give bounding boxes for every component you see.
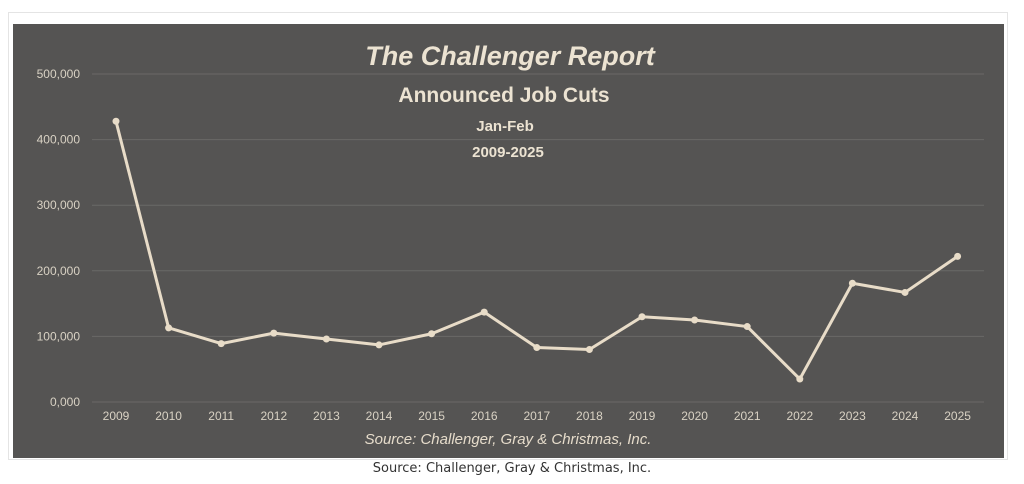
series-job-cuts bbox=[112, 117, 962, 383]
data-point-2009 bbox=[112, 117, 120, 125]
y-tick-label: 200,000 bbox=[37, 264, 81, 278]
x-tick-label: 2014 bbox=[366, 409, 393, 423]
data-point-2023 bbox=[848, 279, 856, 287]
y-axis-ticks: 0,000 100,000 200,000 300,000 400,000 500,000 bbox=[37, 67, 81, 409]
x-tick-label: 2017 bbox=[523, 409, 550, 423]
chart-panel: 0,000 100,000 200,000 300,000 400,000 500,000… bbox=[13, 24, 1004, 458]
x-tick-label: 2024 bbox=[892, 409, 919, 423]
x-tick-label: 2020 bbox=[681, 409, 708, 423]
data-point-2010 bbox=[165, 324, 173, 332]
x-tick-label: 2011 bbox=[208, 409, 234, 423]
data-point-2024 bbox=[901, 288, 909, 296]
data-point-2016 bbox=[480, 308, 488, 316]
caption-source: Source: Challenger, Gray & Christmas, In… bbox=[372, 461, 652, 476]
x-tick-label: 2019 bbox=[629, 409, 656, 423]
x-tick-label: 2010 bbox=[155, 409, 182, 423]
data-point-2022 bbox=[796, 375, 804, 383]
data-point-2013 bbox=[322, 335, 330, 343]
chart-year-range: 2009-2025 bbox=[472, 144, 544, 161]
x-tick-label: 2015 bbox=[418, 409, 445, 423]
x-axis-ticks: 2009 2010 2011 2012 2013 2014 2015 2016 2017 2018… bbox=[103, 409, 972, 423]
gridlines bbox=[92, 73, 984, 403]
chart-title: The Challenger Report bbox=[365, 41, 656, 71]
data-point-2012 bbox=[270, 329, 278, 337]
data-point-2017 bbox=[533, 344, 541, 352]
x-tick-label: 2016 bbox=[471, 409, 498, 423]
data-point-2019 bbox=[638, 313, 646, 321]
data-point-2020 bbox=[691, 316, 699, 324]
x-tick-label: 2022 bbox=[786, 409, 813, 423]
y-tick-label: 0,000 bbox=[50, 395, 80, 409]
x-tick-label: 2021 bbox=[734, 409, 761, 423]
x-tick-label: 2009 bbox=[103, 409, 130, 423]
line-chart: 0,000 100,000 200,000 300,000 400,000 500,000… bbox=[37, 41, 984, 448]
data-point-2011 bbox=[217, 340, 225, 348]
data-point-2014 bbox=[375, 341, 383, 349]
chart-source-note: Source: Challenger, Gray & Christmas, In… bbox=[365, 431, 652, 448]
x-tick-label: 2018 bbox=[576, 409, 603, 423]
data-point-2015 bbox=[428, 330, 436, 338]
x-tick-label: 2025 bbox=[944, 409, 971, 423]
data-point-2021 bbox=[743, 323, 751, 331]
chart-period: Jan-Feb bbox=[476, 118, 534, 135]
x-tick-label: 2013 bbox=[313, 409, 340, 423]
y-tick-label: 100,000 bbox=[37, 329, 81, 343]
y-tick-label: 300,000 bbox=[37, 198, 81, 212]
data-point-2018 bbox=[585, 346, 593, 354]
y-tick-label: 400,000 bbox=[37, 133, 81, 147]
data-point-2025 bbox=[954, 252, 962, 260]
x-tick-label: 2023 bbox=[839, 409, 866, 423]
chart-subtitle: Announced Job Cuts bbox=[398, 84, 609, 107]
y-tick-label: 500,000 bbox=[37, 67, 81, 81]
x-tick-label: 2012 bbox=[260, 409, 287, 423]
